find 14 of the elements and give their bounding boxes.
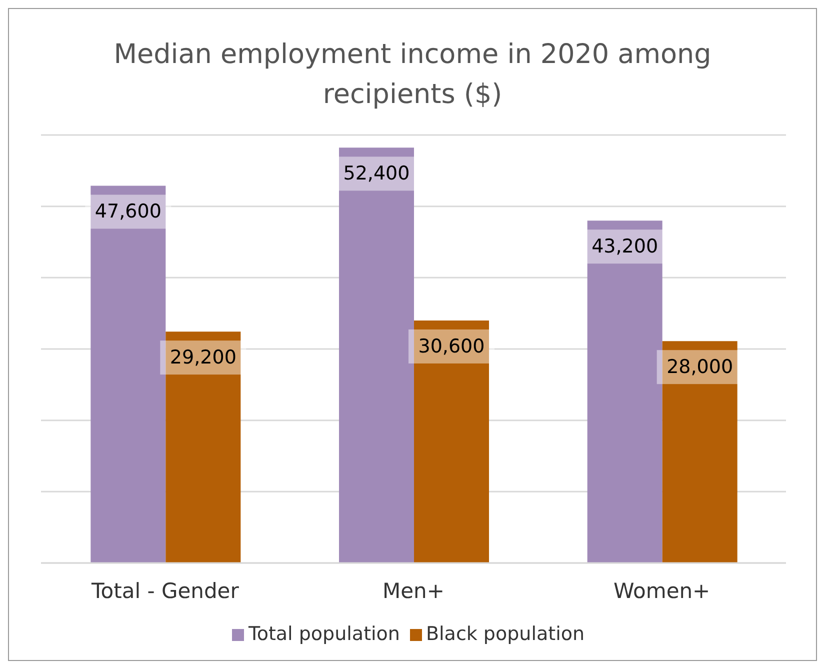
x-tick-label: Women+: [613, 578, 710, 603]
data-label: 30,600: [418, 335, 485, 358]
data-label: 47,600: [94, 200, 162, 223]
legend-label: Total population: [248, 623, 400, 645]
data-label: 43,200: [592, 236, 658, 258]
legend-label: Black population: [426, 623, 585, 645]
chart-title: Median employment income in 2020 among recipients ($): [112, 38, 712, 112]
data-label: 52,400: [343, 162, 410, 185]
bar: [587, 220, 662, 563]
bar: [339, 148, 414, 563]
data-label: 29,200: [170, 346, 236, 369]
data-label: 28,000: [666, 356, 734, 378]
x-tick-label: Men+: [382, 578, 444, 603]
x-tick-label: Total - Gender: [90, 578, 240, 603]
